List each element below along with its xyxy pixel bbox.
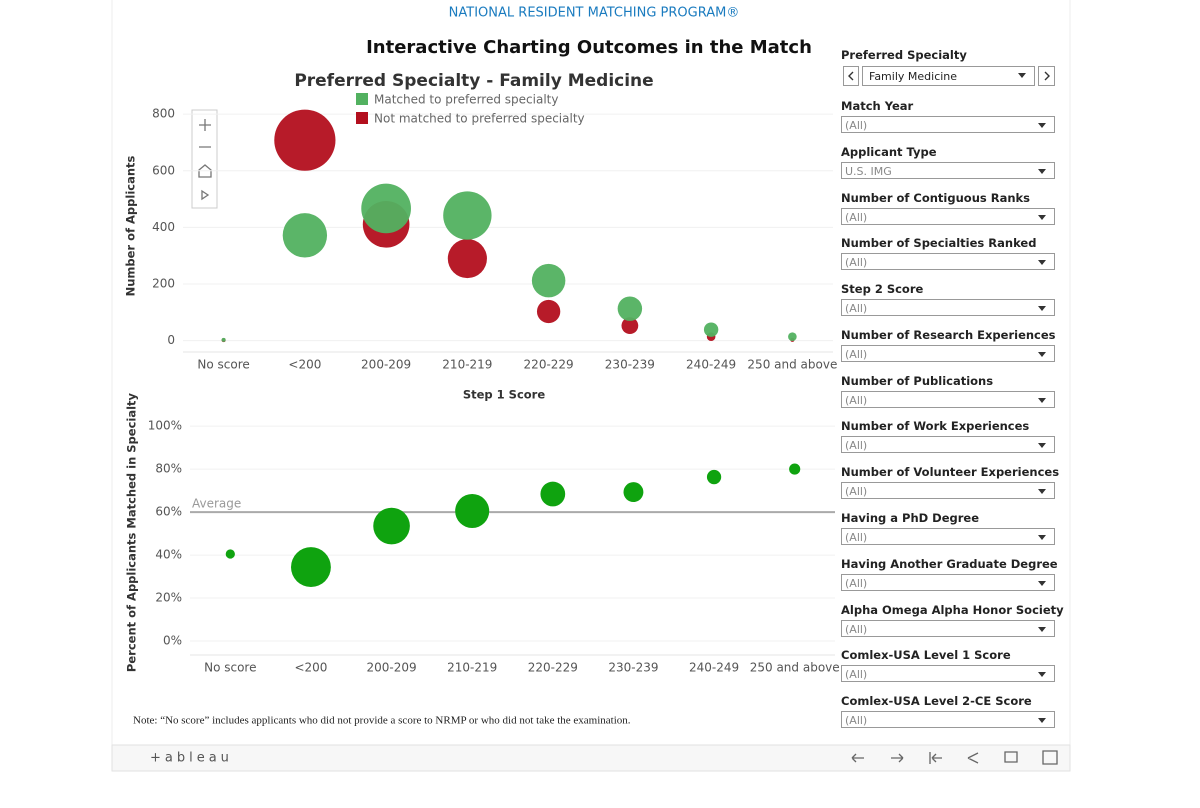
filter-label: Number of Specialties Ranked <box>841 236 1037 250</box>
footnote: Note: “No score” includes applicants who… <box>133 715 631 727</box>
arrow-icon <box>1044 71 1050 81</box>
next-button[interactable] <box>1038 66 1055 86</box>
bubble <box>225 549 235 559</box>
legend-label: Matched to preferred specialty <box>374 93 558 107</box>
x-tick-label: 200-209 <box>361 358 411 372</box>
y-axis-label: Number of Applicants <box>124 155 138 296</box>
filter-dropdown[interactable]: (All) <box>841 528 1055 545</box>
bubble <box>361 183 411 234</box>
filter-dropdown[interactable]: (All) <box>841 345 1055 362</box>
filter-label: Number of Contiguous Ranks <box>841 191 1031 205</box>
legend-label: Not matched to preferred specialty <box>374 112 585 126</box>
y-tick-label: 0 <box>167 333 175 347</box>
bubble <box>282 213 328 258</box>
prev-button[interactable] <box>843 66 859 86</box>
bubble <box>788 332 797 342</box>
filter-label: Preferred Specialty <box>841 48 967 62</box>
filter-label: Having Another Graduate Degree <box>841 557 1058 571</box>
filter-dropdown[interactable]: (All) <box>841 482 1055 499</box>
bubble <box>291 547 331 588</box>
y-tick-label: 600 <box>152 163 175 177</box>
average-label: Average <box>192 497 241 511</box>
filter-label: Applicant Type <box>841 145 937 159</box>
filter-label: Number of Volunteer Experiences <box>841 465 1060 479</box>
bubble <box>373 507 410 545</box>
x-tick-label: <200 <box>294 661 327 675</box>
x-tick-label: 220-229 <box>524 358 574 372</box>
x-tick-label: 200-209 <box>366 661 416 675</box>
x-tick-label: 250 and above <box>750 661 840 675</box>
logo-text: NATIONAL RESIDENT MATCHING PROGRAM® <box>449 6 740 21</box>
filter-label: Match Year <box>841 99 914 113</box>
x-tick-label: 210-219 <box>447 661 497 675</box>
tableau-logo[interactable]: +ableau <box>150 751 233 766</box>
bubble <box>443 191 492 240</box>
filter-dropdown[interactable]: (All) <box>841 391 1055 408</box>
bubble <box>706 469 722 485</box>
bubble <box>621 317 639 335</box>
bubble <box>617 296 643 321</box>
bubble <box>274 109 336 171</box>
y-tick-label: 60% <box>155 505 182 519</box>
x-tick-label: 220-229 <box>528 661 578 675</box>
y-tick-label: 200 <box>152 277 175 291</box>
filter-dropdown[interactable]: U.S. IMG <box>841 162 1055 179</box>
x-tick-label: No score <box>197 358 249 372</box>
y-tick-label: 100% <box>148 419 182 433</box>
x-tick-label: <200 <box>288 358 321 372</box>
filter-dropdown[interactable]: (All) <box>841 711 1055 728</box>
bubble <box>536 299 561 324</box>
filter-label: Alpha Omega Alpha Honor Society <box>841 603 1064 617</box>
filter-label: Number of Publications <box>841 374 994 388</box>
toolbar <box>111 744 1071 772</box>
x-tick-label: 240-249 <box>689 661 739 675</box>
bubble <box>540 481 566 507</box>
y-tick-label: 0% <box>163 634 182 648</box>
y-tick-label: 20% <box>155 591 182 605</box>
y-tick-label: 800 <box>152 107 175 121</box>
x-tick-label: 210-219 <box>442 358 492 372</box>
bubble <box>221 337 226 342</box>
filter-dropdown[interactable]: Family Medicine <box>862 66 1035 86</box>
bubble <box>447 238 487 279</box>
bubble <box>623 482 644 503</box>
filter-dropdown[interactable]: (All) <box>841 253 1055 270</box>
filter-label: Step 2 Score <box>841 282 924 296</box>
x-tick-label: 240-249 <box>686 358 736 372</box>
x-tick-label: 230-239 <box>605 358 655 372</box>
x-axis-label: Step 1 Score <box>463 388 545 402</box>
y-tick-label: 40% <box>155 548 182 562</box>
y-tick-label: 80% <box>155 462 182 476</box>
arrow-icon <box>848 71 854 81</box>
filter-dropdown[interactable]: (All) <box>841 665 1055 682</box>
x-tick-label: 230-239 <box>608 661 658 675</box>
x-tick-label: No score <box>204 661 256 675</box>
bubble <box>531 263 566 298</box>
zoom-controls[interactable] <box>191 109 218 209</box>
dashboard-title: Interactive Charting Outcomes in the Mat… <box>366 37 812 58</box>
bubble <box>455 493 490 529</box>
chart-title: Preferred Specialty - Family Medicine <box>294 71 653 91</box>
x-tick-label: 250 and above <box>747 358 837 372</box>
y-axis-label: Percent of Applicants Matched in Special… <box>125 392 139 672</box>
filter-dropdown[interactable]: (All) <box>841 620 1055 637</box>
filter-dropdown[interactable]: (All) <box>841 208 1055 225</box>
bubble <box>703 322 719 337</box>
y-tick-label: 400 <box>152 220 175 234</box>
filter-dropdown[interactable]: (All) <box>841 116 1055 133</box>
filter-label: Comlex-USA Level 1 Score <box>841 648 1011 662</box>
filter-dropdown[interactable]: (All) <box>841 299 1055 316</box>
filter-label: Comlex-USA Level 2-CE Score <box>841 694 1032 708</box>
filter-label: Number of Work Experiences <box>841 419 1030 433</box>
filter-label: Number of Research Experiences <box>841 328 1056 342</box>
filter-dropdown[interactable]: (All) <box>841 436 1055 453</box>
filter-label: Having a PhD Degree <box>841 511 980 525</box>
legend-swatch <box>356 112 368 124</box>
filter-dropdown[interactable]: (All) <box>841 574 1055 591</box>
legend-swatch <box>356 93 368 105</box>
toolbar-icons[interactable] <box>851 750 1058 765</box>
bubble <box>789 463 801 475</box>
